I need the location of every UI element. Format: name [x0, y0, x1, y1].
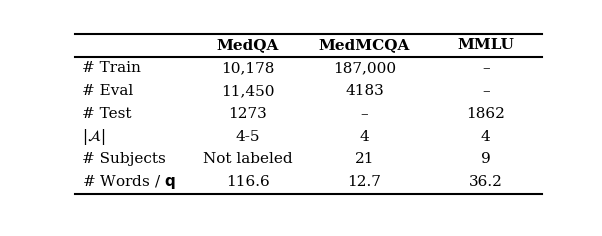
Text: 10,178: 10,178 [221, 61, 275, 75]
Text: # Train: # Train [82, 61, 141, 75]
Text: 4: 4 [359, 130, 370, 143]
Text: 187,000: 187,000 [333, 61, 396, 75]
Text: 1273: 1273 [229, 107, 267, 121]
Text: 12.7: 12.7 [347, 175, 382, 189]
Text: 4-5: 4-5 [235, 130, 260, 143]
Text: 21: 21 [355, 152, 374, 166]
Text: 36.2: 36.2 [469, 175, 503, 189]
Text: # Eval: # Eval [82, 84, 134, 98]
Text: Not labeled: Not labeled [203, 152, 293, 166]
Text: # Words / $\mathbf{q}$: # Words / $\mathbf{q}$ [82, 173, 176, 191]
Text: # Subjects: # Subjects [82, 152, 166, 166]
Text: MMLU: MMLU [458, 38, 514, 52]
Text: 4: 4 [481, 130, 491, 143]
Text: 1862: 1862 [467, 107, 505, 121]
Text: # Test: # Test [82, 107, 132, 121]
Text: 4183: 4183 [345, 84, 384, 98]
Text: MedMCQA: MedMCQA [319, 38, 410, 52]
Text: –: – [482, 84, 489, 98]
Text: –: – [482, 61, 489, 75]
Text: 9: 9 [481, 152, 491, 166]
Text: 116.6: 116.6 [226, 175, 270, 189]
Text: –: – [361, 107, 368, 121]
Text: 11,450: 11,450 [221, 84, 275, 98]
Text: MedQA: MedQA [217, 38, 279, 52]
Text: $|\mathcal{A}|$: $|\mathcal{A}|$ [82, 126, 105, 147]
